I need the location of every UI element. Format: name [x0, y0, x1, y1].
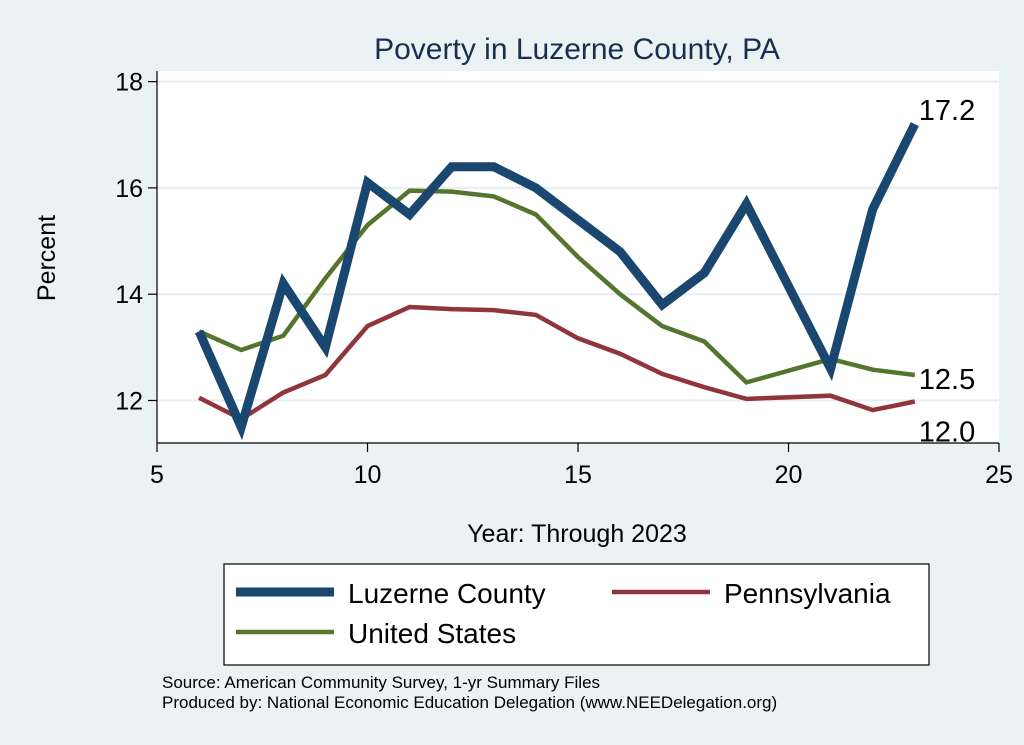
- x-tick-label: 5: [150, 461, 164, 489]
- x-tick-label: 20: [775, 461, 803, 489]
- grid-lines: [157, 80, 999, 402]
- end-value-label: 17.2: [919, 95, 975, 127]
- end-value-label: 12.5: [919, 364, 975, 396]
- x-tick-label: 15: [564, 461, 592, 489]
- y-tick-label: 12: [115, 387, 143, 415]
- y-tick-label: 14: [115, 281, 143, 309]
- chart-title: Poverty in Luzerne County, PA: [374, 33, 780, 66]
- legend-item-pennsylvania: Pennsylvania: [612, 578, 891, 609]
- x-tick-label: 10: [354, 461, 382, 489]
- producer-note: Produced by: National Economic Education…: [162, 693, 777, 712]
- legend-label: Pennsylvania: [724, 578, 891, 609]
- x-axis-title: Year: Through 2023: [467, 520, 687, 548]
- source-note: Source: American Community Survey, 1-yr …: [162, 673, 600, 692]
- y-axis-title: Percent: [33, 215, 61, 301]
- legend-item-luzerne: Luzerne County: [236, 578, 546, 609]
- series-lines: [194, 122, 919, 441]
- legend-item-united-states: United States: [236, 618, 516, 649]
- legend-box: [223, 563, 930, 666]
- legend-label: Luzerne County: [348, 578, 546, 609]
- x-tick-label: 25: [985, 461, 1013, 489]
- legend-label: United States: [348, 618, 516, 649]
- end-value-label: 12.0: [919, 417, 975, 449]
- x-axis-ticks: 5 10 15 20 25: [150, 443, 1013, 489]
- y-tick-label: 18: [115, 69, 143, 97]
- y-tick-label: 16: [115, 175, 143, 203]
- end-labels: 17.2 12.0 12.5: [919, 95, 975, 448]
- y-axis-ticks: 12 14 16 18: [115, 69, 157, 415]
